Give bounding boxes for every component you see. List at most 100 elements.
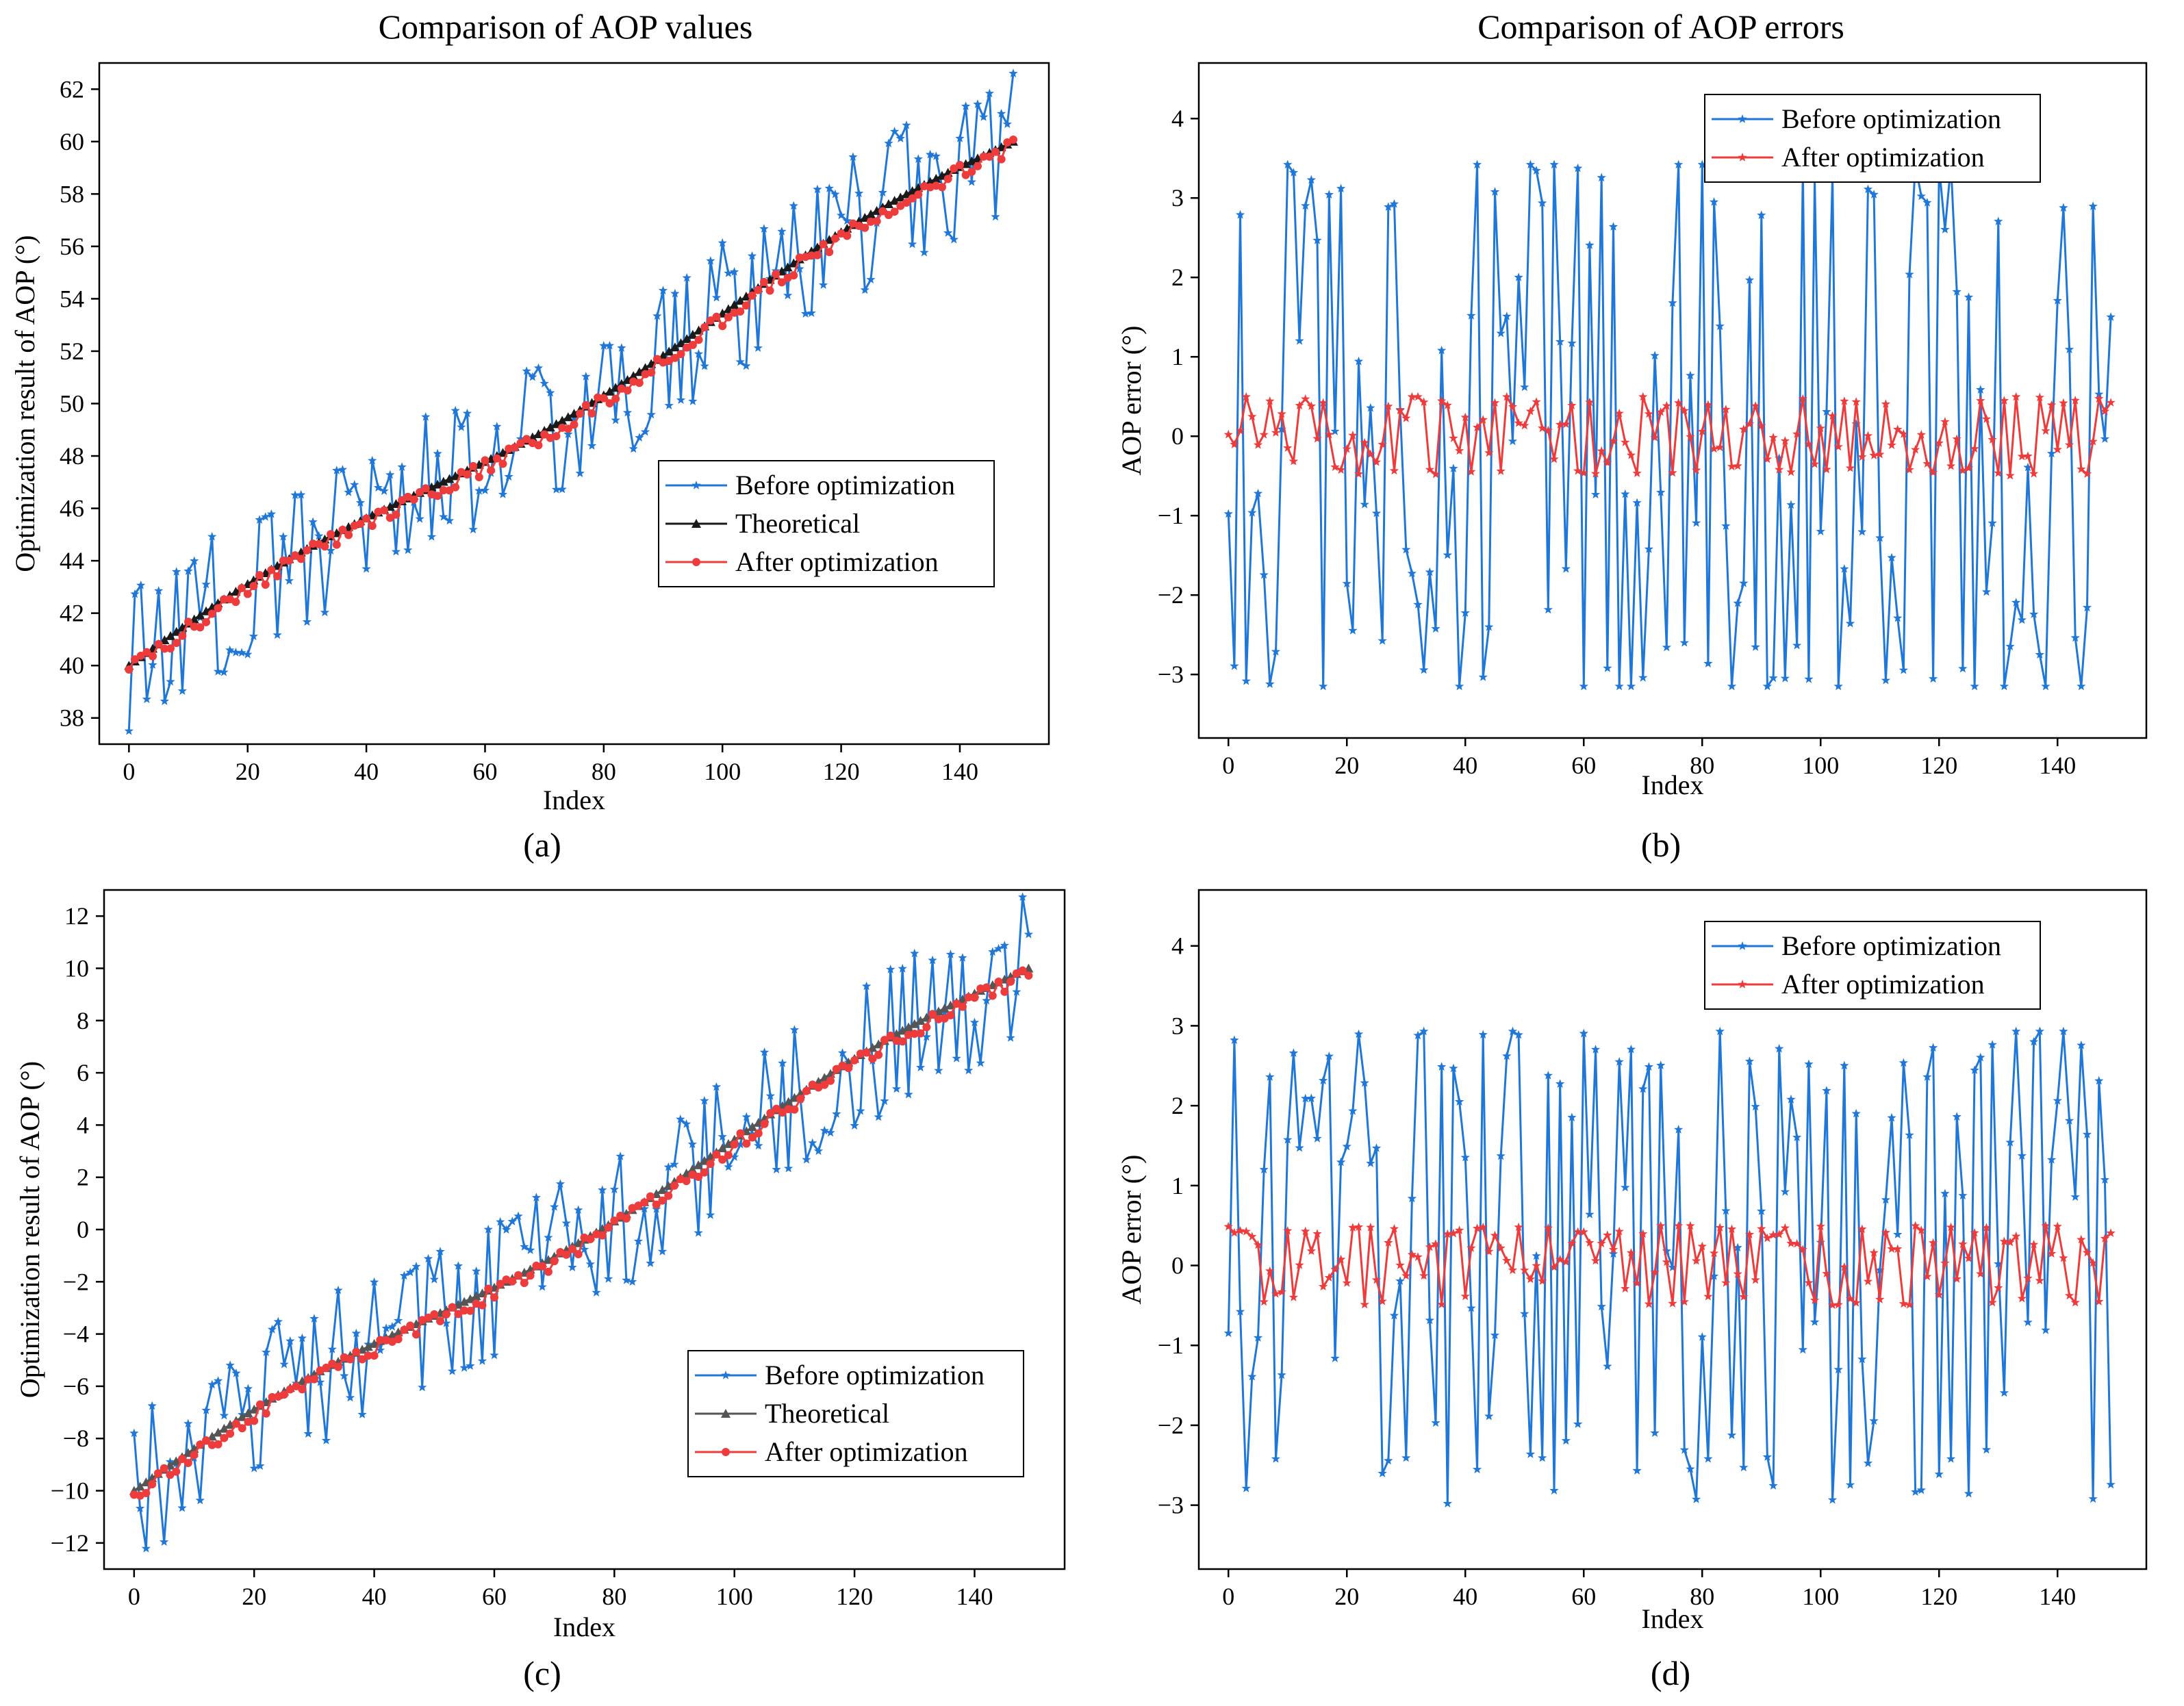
series-after-d-point [1425,1242,1434,1251]
series-before-c-point [309,1314,319,1323]
y-tick-label-d: 0 [1171,1252,1184,1280]
series-before-a-point [824,183,834,192]
series-after-a-point [736,307,745,316]
series-before-a-point [896,133,905,142]
y-tick-label-a: 60 [60,128,84,155]
series-before-c-point [472,1266,481,1275]
series-before-d-point [1958,1191,1968,1200]
series-after-a-point [587,409,596,418]
series-before-d-point [2023,1317,2033,1327]
series-before-d-point [1223,1328,1233,1338]
series-after-b-point [1833,442,1843,451]
series-before-d-point [1816,1237,1825,1247]
series-before-a-point [658,285,668,295]
legend-box-b [1704,94,2041,183]
series-after-c-point [544,1267,553,1276]
series-before-d-point [1395,1276,1405,1285]
series-after-b-point [1407,392,1417,401]
series-before-a-point [528,372,537,381]
series-after-a-point [392,510,401,519]
series-before-b-point [2094,389,2104,398]
series-before-a-point [878,188,887,196]
series-before-b-point [1454,681,1464,691]
series-before-b-point [1597,173,1606,182]
series-after-b-point [1994,468,2003,477]
x-tick-label-d: 20 [1334,1583,1359,1610]
series-before-d-point [1241,1484,1251,1492]
series-before-c-point [249,1463,259,1473]
series-after-a-point [581,400,590,409]
x-tick-label-c: 100 [716,1583,753,1610]
series-after-d-point [1851,1298,1861,1307]
series-after-d-point [1869,1248,1879,1257]
series-after-d-point [1674,1221,1684,1230]
series-before-c-point [141,1543,151,1553]
series-after-d-point [1235,1225,1245,1235]
series-theoretical-a-point [967,156,977,166]
series-after-b-point [1567,400,1577,409]
series-before-a-point [474,485,484,495]
series-after-d-point [1466,1243,1476,1252]
series-before-b-point [1899,665,1908,674]
series-before-a-point [617,343,626,352]
series-after-a-point [166,644,175,653]
series-before-a-point [777,227,787,235]
series-after-d-point [1520,1265,1529,1275]
series-before-c-point [442,1318,451,1327]
series-before-b-point [1656,487,1666,496]
series-after-a-point [765,286,774,295]
series-after-c-point [574,1250,583,1259]
series-after-c-point [706,1160,715,1169]
series-after-d-point [1496,1243,1506,1252]
series-before-c-point [490,1350,499,1360]
series-before-a-point [255,515,264,524]
series-after-b-point [1466,467,1476,476]
series-after-c-point [484,1284,493,1293]
series-after-b-point [1573,466,1583,475]
series-after-c-point [910,1030,919,1039]
series-after-c-point [766,1108,775,1117]
series-after-d-point [1561,1257,1571,1266]
series-before-c-point [646,1258,655,1267]
series-after-a-point [652,355,661,364]
series-before-c-point [778,1058,787,1067]
series-after-d-point [1223,1221,1233,1231]
series-after-a-point [255,571,264,580]
series-after-b-point [1827,411,1838,420]
series-before-c-point [706,1210,715,1219]
series-after-a-point [676,350,685,359]
series-before-c-point [976,1058,985,1067]
series-after-b-point [1893,424,1903,433]
series-after-c-point [658,1196,667,1205]
series-after-b-point [1543,425,1553,435]
series-before-a-point [557,484,567,494]
series-before-d-point [1360,1078,1369,1087]
series-after-a [125,136,1017,674]
series-after-b-point [1739,424,1749,433]
series-after-d-point [1798,1245,1807,1253]
series-theoretical-c-point [225,1420,236,1429]
series-before-c-point [375,1345,385,1354]
series-before-d-point [1786,1095,1796,1104]
series-after-c-point [604,1223,613,1232]
series-after-c-point [255,1400,264,1409]
series-theoretical-a-point [925,177,935,186]
series-before-c-point [1000,941,1009,950]
series-before-c-point [694,1227,703,1237]
y-tick-label-b: 4 [1171,105,1184,132]
series-theoretical-c-point [477,1288,487,1298]
series-before-b-point [1384,202,1393,211]
series-after-b-point [1976,396,1985,405]
series-before-b-point [1371,508,1382,518]
series-before-a-point [492,422,502,431]
series-before-d-point [1668,1262,1677,1272]
series-before-a-point [338,465,348,474]
series-before-d-point [1727,1430,1737,1440]
series-before-c-point [808,1138,817,1147]
series-before-c-point [969,1017,980,1027]
series-after-c-point [700,1168,709,1177]
series-before-c-point [741,1112,751,1121]
series-after-d-point [2017,1293,2027,1303]
series-before-c-point [910,948,919,958]
series-after-d-point [1822,1269,1831,1277]
